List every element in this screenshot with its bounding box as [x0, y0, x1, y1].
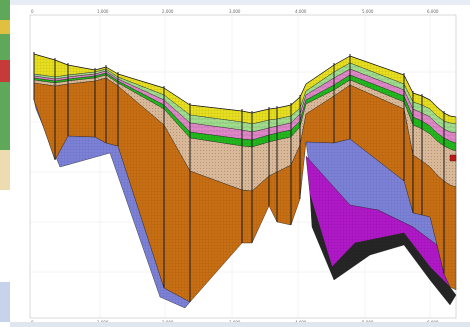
x-tick-label: 1,000	[97, 320, 109, 322]
x-tick-label: 2,000	[162, 9, 174, 14]
layer-pink-hatch	[34, 69, 456, 143]
x-tick-label: 6,000	[427, 9, 439, 14]
geologic-cross-section: 0 0 1,000 1,000 2,000 2,000 3,000 3,000 4,000 4,0…	[29, 9, 457, 322]
x-tick-label: 5,000	[362, 9, 374, 14]
right-magenta-lens-hatch	[306, 156, 450, 287]
x-tick-label: 2,000	[162, 320, 174, 322]
right-black-lens-hatch	[310, 195, 456, 305]
layer-green-hatch	[34, 73, 456, 151]
x-tick-label: 1,000	[97, 9, 109, 14]
well-columns	[33, 52, 445, 302]
basal-blue-unit-hatch	[34, 100, 190, 308]
x-tick-label: 4,000	[295, 320, 307, 322]
right-blue-lens-hatch	[306, 139, 437, 245]
x-tick-label: 0	[31, 320, 34, 322]
x-tick-label: 4,000	[295, 9, 307, 14]
x-tick-label: 6,000	[427, 320, 439, 322]
x-axis-ticks: 0 0 1,000 1,000 2,000 2,000 3,000 3,000 4,000 4,0…	[31, 9, 439, 322]
right-red-layer	[449, 154, 457, 162]
x-tick-label: 3,000	[229, 9, 241, 14]
x-tick-label: 0	[31, 9, 34, 14]
x-tick-label: 5,000	[362, 320, 374, 322]
x-tick-label: 3,000	[229, 320, 241, 322]
